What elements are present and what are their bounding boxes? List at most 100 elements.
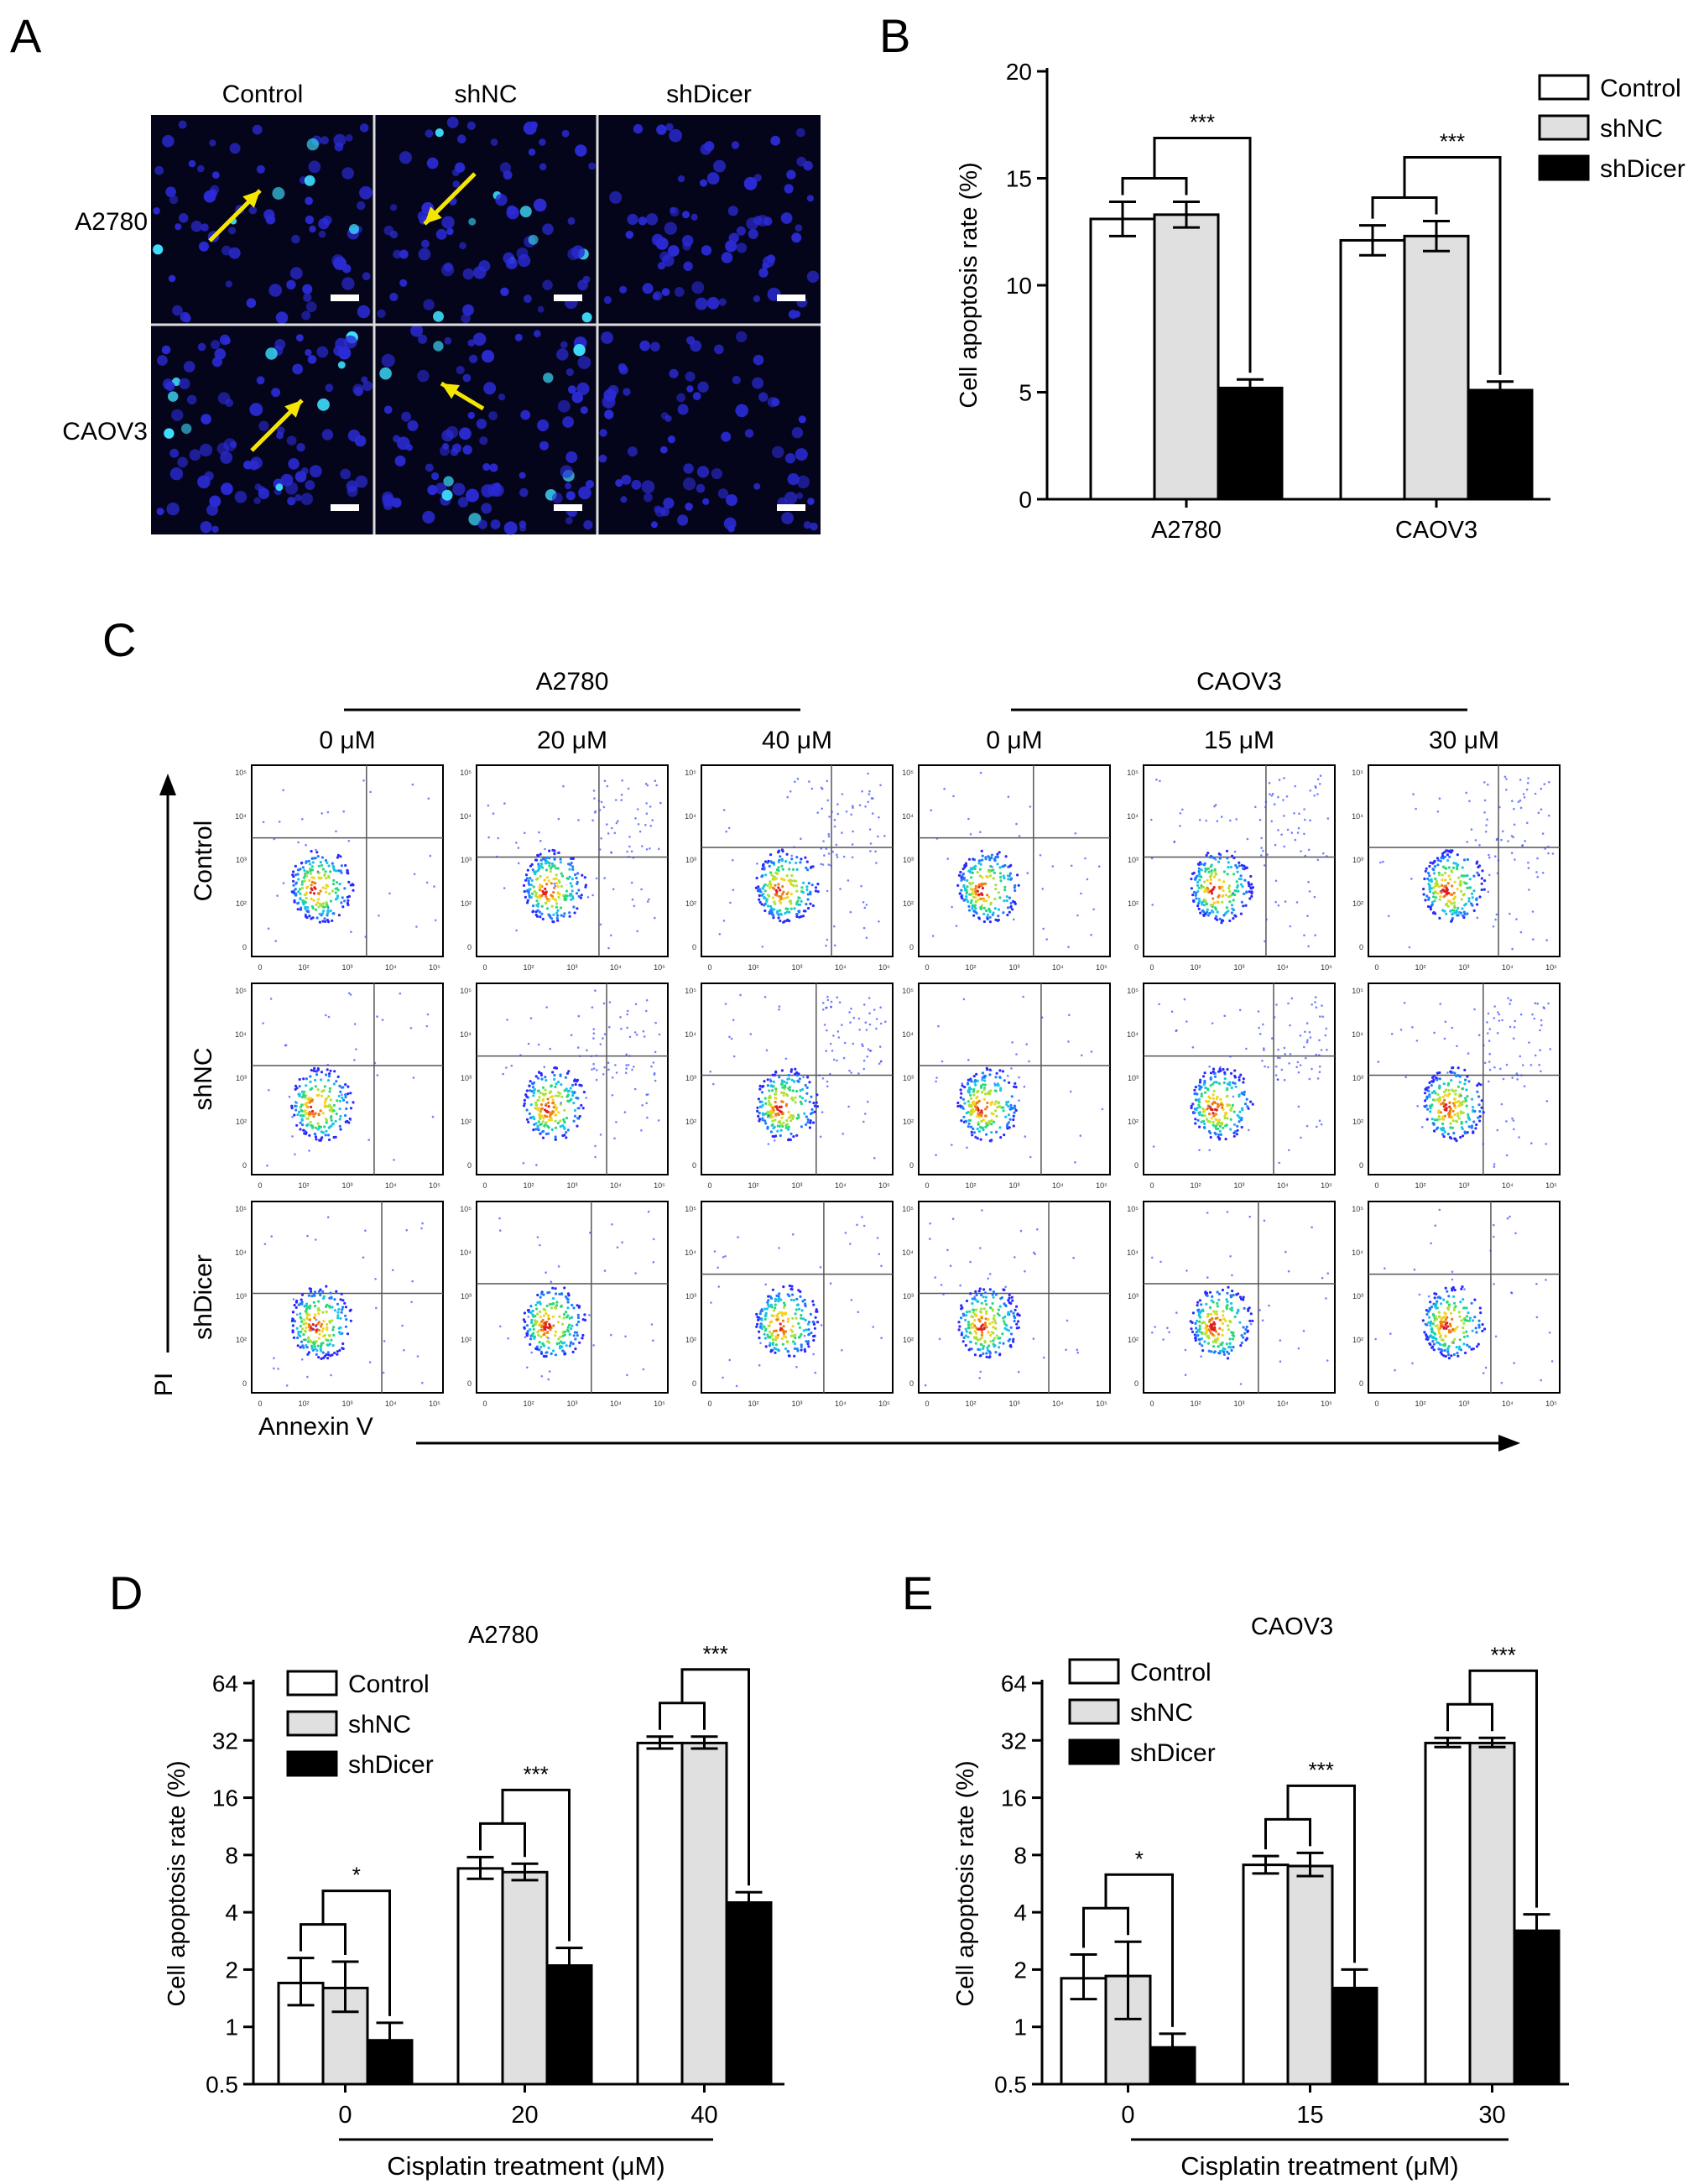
flow-event bbox=[311, 1328, 314, 1332]
cell-nucleus bbox=[228, 247, 241, 259]
flow-event bbox=[997, 891, 1000, 894]
flow-event bbox=[935, 1154, 937, 1156]
flow-event bbox=[305, 874, 309, 878]
flow-event bbox=[862, 1059, 866, 1062]
flow-event bbox=[777, 869, 780, 873]
y-axis-label: Cell apoptosis rate (%) bbox=[956, 162, 982, 408]
flow-event bbox=[841, 793, 844, 795]
dot-plot-y-tick: 10² bbox=[685, 1118, 696, 1126]
flow-event bbox=[302, 1338, 305, 1342]
flow-event bbox=[1509, 1025, 1512, 1029]
flow-event bbox=[321, 912, 325, 915]
flow-event bbox=[780, 1069, 784, 1072]
cell-nucleus bbox=[650, 521, 658, 529]
flow-event bbox=[785, 910, 789, 914]
flow-event bbox=[839, 888, 842, 890]
flow-event bbox=[1002, 911, 1005, 915]
flow-event bbox=[802, 881, 805, 884]
flow-event bbox=[1496, 872, 1499, 874]
flow-event bbox=[1441, 884, 1444, 887]
flow-event bbox=[1001, 1070, 1004, 1073]
flow-event bbox=[529, 1305, 533, 1308]
flow-event bbox=[1267, 1066, 1269, 1069]
dot-plot-y-tick: 10² bbox=[461, 1336, 472, 1344]
flow-event bbox=[766, 1084, 770, 1087]
flow-event bbox=[297, 890, 300, 894]
flow-event bbox=[557, 1091, 560, 1094]
dot-plot-y-tick: 10⁴ bbox=[685, 1248, 696, 1257]
flow-event bbox=[1536, 875, 1539, 878]
flow-event bbox=[931, 935, 935, 937]
flow-event bbox=[1273, 803, 1276, 805]
flow-event bbox=[305, 915, 308, 918]
flow-event bbox=[1477, 1116, 1480, 1119]
cell-nucleus bbox=[728, 232, 739, 243]
flow-event bbox=[548, 1370, 551, 1373]
flow-event bbox=[1214, 908, 1218, 911]
flow-event bbox=[1454, 1138, 1457, 1141]
flow-event bbox=[538, 1096, 541, 1099]
flow-event bbox=[295, 1327, 299, 1330]
cell-nucleus bbox=[533, 198, 547, 212]
flow-event bbox=[965, 1111, 968, 1115]
flow-event bbox=[769, 1336, 772, 1339]
flow-event bbox=[970, 893, 973, 896]
flow-event bbox=[774, 1303, 777, 1306]
flow-event bbox=[1451, 1109, 1455, 1113]
flow-event bbox=[829, 1072, 831, 1076]
flow-event bbox=[1245, 1047, 1248, 1050]
flow-event bbox=[545, 890, 548, 894]
flow-event bbox=[649, 825, 652, 827]
cell-nucleus bbox=[305, 349, 312, 357]
cell-nucleus bbox=[767, 397, 778, 408]
flow-event bbox=[294, 1084, 298, 1087]
flow-event bbox=[982, 912, 986, 915]
flow-event bbox=[551, 920, 555, 924]
flow-event bbox=[316, 1128, 320, 1131]
flow-event bbox=[573, 1331, 577, 1334]
flow-event bbox=[816, 1105, 820, 1108]
flow-event bbox=[328, 1342, 331, 1346]
flow-event bbox=[1436, 863, 1440, 867]
flow-event bbox=[570, 1327, 573, 1331]
dot-plot-y-tick: 10² bbox=[1352, 899, 1363, 908]
flow-event bbox=[333, 1298, 336, 1301]
flow-event bbox=[309, 872, 313, 875]
cell-nucleus bbox=[519, 487, 529, 498]
flow-event bbox=[1239, 1073, 1243, 1076]
cell-nucleus bbox=[209, 139, 216, 147]
apoptotic-nucleus bbox=[337, 361, 346, 369]
flow-event bbox=[1101, 1108, 1104, 1111]
flow-event bbox=[995, 1071, 998, 1075]
flow-event bbox=[769, 1295, 772, 1298]
flow-event bbox=[805, 866, 808, 869]
flow-event bbox=[571, 1342, 575, 1346]
cell-nucleus bbox=[401, 411, 412, 422]
flow-event bbox=[1207, 870, 1211, 873]
dot-plot-x-tick: 10⁵ bbox=[1321, 963, 1332, 972]
flow-event bbox=[532, 1116, 535, 1119]
flow-event bbox=[1428, 890, 1432, 894]
flow-event bbox=[588, 1314, 591, 1316]
flow-event bbox=[1321, 852, 1325, 855]
flow-event bbox=[1196, 1118, 1200, 1122]
flow-event bbox=[1500, 1102, 1503, 1106]
flow-event bbox=[315, 1325, 317, 1327]
flow-event bbox=[595, 1055, 598, 1057]
flow-event bbox=[338, 1124, 341, 1128]
flow-event bbox=[535, 1307, 539, 1311]
dot-plot-x-tick: 0 bbox=[707, 963, 711, 972]
flow-event bbox=[302, 1333, 305, 1337]
flow-event bbox=[339, 1298, 342, 1301]
flow-event bbox=[659, 801, 662, 805]
flow-event bbox=[541, 1318, 545, 1321]
flow-event bbox=[1296, 1061, 1300, 1064]
flow-event bbox=[1246, 1105, 1249, 1108]
flow-event bbox=[1466, 912, 1469, 915]
flow-event bbox=[1300, 850, 1302, 852]
flow-event bbox=[557, 1337, 560, 1341]
dot-plot-x-tick: 0 bbox=[258, 1400, 262, 1408]
flow-event bbox=[560, 872, 563, 875]
flow-event bbox=[331, 862, 334, 865]
flow-event bbox=[539, 1316, 542, 1319]
